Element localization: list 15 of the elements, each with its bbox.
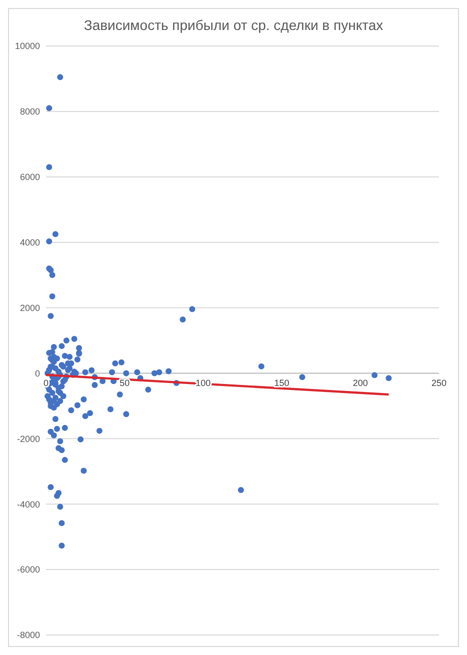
x-tick-label: 200: [352, 378, 368, 388]
y-tick-label: 4000: [20, 237, 40, 248]
y-tick-label: 10000: [14, 41, 40, 52]
x-tick-label: 150: [274, 378, 290, 388]
x-tick-label: 250: [431, 378, 447, 388]
y-tick-label: -6000: [16, 564, 40, 575]
y-tick-label: 8000: [20, 106, 40, 117]
x-tick-label: 50: [120, 378, 130, 388]
chart-title: Зависимость прибыли от ср. сделки в пунктах: [84, 17, 384, 33]
y-tick-label: -4000: [16, 499, 40, 510]
y-tick-label: -2000: [16, 434, 40, 444]
y-tick-label: 6000: [20, 172, 40, 182]
y-tick-label: 0: [34, 368, 40, 378]
y-tick-label: -8000: [16, 630, 40, 640]
y-tick-label: 2000: [20, 302, 40, 313]
